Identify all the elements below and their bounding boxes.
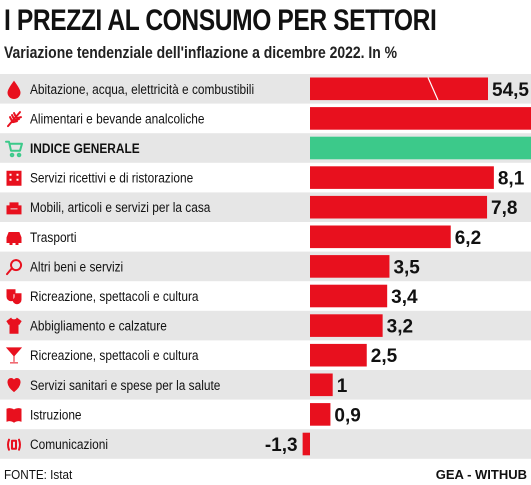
bar [310, 255, 390, 278]
bar [310, 195, 488, 219]
cart-icon [5, 140, 23, 158]
value-label: 54,5 [492, 80, 529, 101]
value-label: 3,5 [393, 257, 420, 278]
credit-label: GEA - WITHUB [435, 467, 527, 482]
category-label: Servizi sanitari e spese per la salute [30, 377, 220, 393]
category-label: Comunicazioni [30, 436, 108, 452]
bar [310, 225, 451, 249]
category-label: Ricreazione, spettacoli e cultura [30, 288, 199, 304]
wheat-icon [7, 111, 22, 128]
value-label: 7,8 [491, 198, 517, 219]
book-icon [6, 408, 22, 423]
category-label: Abitazione, acqua, elettricità e combust… [30, 81, 254, 97]
value-label: 3,4 [391, 287, 418, 308]
shirt-icon [6, 317, 22, 334]
drop-icon [7, 80, 21, 99]
value-label: 1 [337, 376, 348, 397]
category-label: Trasporti [30, 229, 77, 245]
row-background [0, 370, 531, 400]
bar [310, 284, 388, 308]
value-label: 0,9 [334, 405, 360, 426]
row-background [0, 310, 531, 341]
category-label: INDICE GENERALE [30, 140, 140, 156]
bar [310, 314, 383, 337]
bar-chart: Abitazione, acqua, elettricità e combust… [0, 74, 531, 459]
sofa-icon [6, 202, 22, 215]
value-label: 6,2 [455, 228, 481, 249]
axis-break-mark [427, 77, 439, 101]
category-label: Alimentari e bevande analcoliche [30, 110, 205, 126]
value-label: 8,1 [498, 169, 525, 190]
value-label: -1,3 [265, 435, 298, 456]
theater-masks-icon [6, 289, 22, 305]
phone-signal-icon [7, 438, 21, 451]
bar [310, 136, 531, 160]
category-label: Abbigliamento e calzature [30, 318, 167, 334]
bar [310, 166, 494, 189]
bar [310, 107, 531, 130]
magnifier-icon [6, 259, 23, 276]
car-icon [6, 232, 22, 245]
bar [302, 432, 310, 456]
heart-icon [7, 377, 21, 393]
chart-subtitle: Variazione tendenziale dell'inflazione a… [4, 43, 397, 62]
category-label: Altri beni e servizi [30, 258, 123, 274]
bar [310, 77, 488, 101]
bar [310, 373, 333, 397]
category-label: Istruzione [30, 406, 82, 422]
category-label: Ricreazione, spettacoli e cultura [30, 347, 199, 363]
source-note: FONTE: Istat [4, 467, 73, 482]
chart-title: I PREZZI AL CONSUMO PER SETTORI [4, 4, 437, 37]
value-label: 2,5 [371, 346, 398, 367]
hotel-icon [6, 170, 22, 186]
cocktail-glass-icon [5, 347, 23, 364]
value-label: 3,2 [387, 317, 413, 338]
category-label: Servizi ricettivi e di ristorazione [30, 170, 193, 186]
bar [310, 403, 331, 426]
row-background [0, 251, 531, 282]
category-label: Mobili, articoli e servizi per la casa [30, 199, 211, 215]
row-background [0, 429, 531, 459]
bar [310, 343, 367, 367]
